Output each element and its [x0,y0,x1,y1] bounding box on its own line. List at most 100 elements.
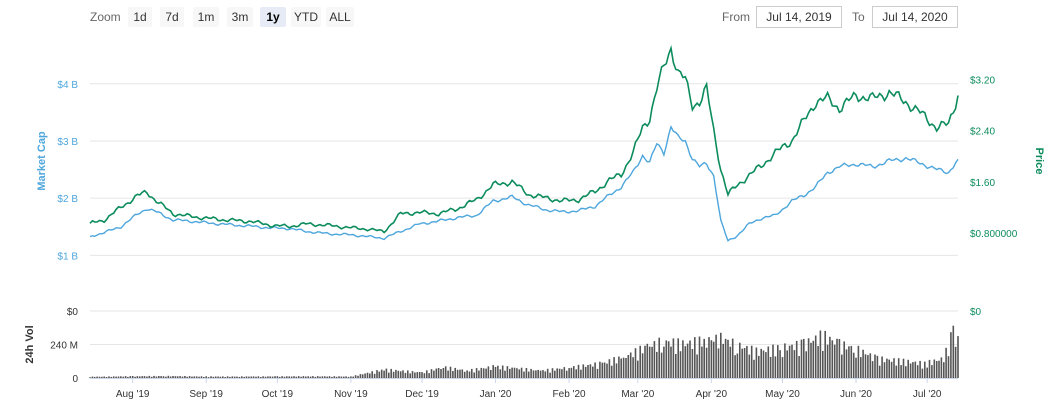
volume-bar [158,376,160,378]
volume-bar [675,354,677,378]
zoom-label: Zoom [90,10,121,24]
date-tick-label: Mar '20 [621,389,654,400]
volume-bar [902,358,905,378]
volume-tick-label: 240 M [50,341,78,352]
volume-bar [573,366,575,378]
volume-bar [492,365,494,378]
volume-bar [513,367,516,378]
volume-bar [203,377,205,378]
volume-bar [269,376,271,378]
volume-bar [943,362,945,378]
volume-bar [750,345,753,378]
volume-bar [909,363,912,378]
volume-bar [648,346,651,378]
volume-bar [537,369,539,378]
volume-bar [637,360,639,378]
volume-bar [101,376,103,378]
volume-bar [843,341,845,378]
volume-bar [734,355,736,378]
volume-bar [546,368,549,378]
volume-bar [527,371,530,378]
volume-bar [120,376,122,378]
volume-bar [570,367,573,378]
volume-bar [957,336,959,378]
volume-bar [281,376,283,378]
volume-bar [603,362,606,378]
volume-bar [210,376,212,378]
market-cap-axis-label: Market Cap [36,131,48,191]
zoom-button-1y[interactable]: 1y [260,7,286,27]
volume-bar [378,371,381,378]
volume-bar [212,376,215,378]
volume-bar [710,340,713,378]
volume-bar [288,376,290,378]
volume-bar [568,368,570,378]
volume-bar [712,341,715,378]
zoom-button-7d[interactable]: 7d [160,7,184,27]
volume-bar [452,371,454,378]
volume-bar [860,357,862,378]
volume-bar [411,371,414,378]
volume-bar [395,369,397,378]
volume-bar [409,373,411,378]
volume-bar [224,377,226,378]
volume-bar [376,370,378,378]
volume-bar [596,368,599,378]
volume-bar [217,376,219,378]
volume-bar [874,354,876,378]
volume-bar [245,376,248,378]
volume-bar [563,367,566,378]
volume-bar [497,365,499,378]
volume-bar [222,376,224,378]
volume-bar [589,364,592,378]
volume-bar [297,376,300,378]
volume-bar [717,348,720,378]
volume-bar [672,338,675,378]
volume-bar [822,350,824,378]
volume-bar [876,355,879,378]
volume-bar [686,343,689,378]
volume-bar [772,344,774,378]
volume-bar [682,340,684,378]
volume-bar [307,376,309,378]
zoom-button-1m[interactable]: 1m [193,7,219,27]
volume-axis-label: 24h Vol [24,325,36,363]
from-date-input[interactable] [756,6,842,28]
volume-bar [442,368,445,378]
volume-bar [108,376,110,378]
volume-bar [115,376,117,378]
volume-bar [777,345,779,378]
volume-bar [658,337,660,378]
zoom-button-1d[interactable]: 1d [128,7,152,27]
volume-bar [701,346,703,378]
volume-bar [326,376,328,378]
volume-bar [523,371,525,378]
volume-bar [869,353,872,378]
to-date-input[interactable] [872,6,958,28]
volume-bar [694,337,696,378]
volume-bar [829,336,831,378]
zoom-button-ytd[interactable]: YTD [291,7,321,27]
volume-bar [437,368,440,378]
volume-bar [781,357,784,378]
volume-bar [105,377,108,378]
volume-bar [520,367,523,378]
volume-bar [143,376,146,378]
volume-bar [862,349,864,378]
volume-bar [388,372,390,378]
volume-bar [606,363,608,378]
volume-bar [463,371,466,378]
volume-bar [195,376,198,378]
zoom-button-all[interactable]: ALL [326,7,354,27]
market-cap-tick-label: $3 B [57,137,78,148]
volume-bar [233,376,236,378]
volume-bar [627,355,630,378]
volume-bar [826,344,829,378]
volume-bar [98,376,101,378]
volume-bar [305,376,307,378]
price-tick-label: $1.60 [970,178,995,189]
volume-bar [928,359,931,378]
volume-tick-label: 0 [72,374,78,385]
volume-bar [428,373,430,378]
zoom-button-3m[interactable]: 3m [227,7,253,27]
